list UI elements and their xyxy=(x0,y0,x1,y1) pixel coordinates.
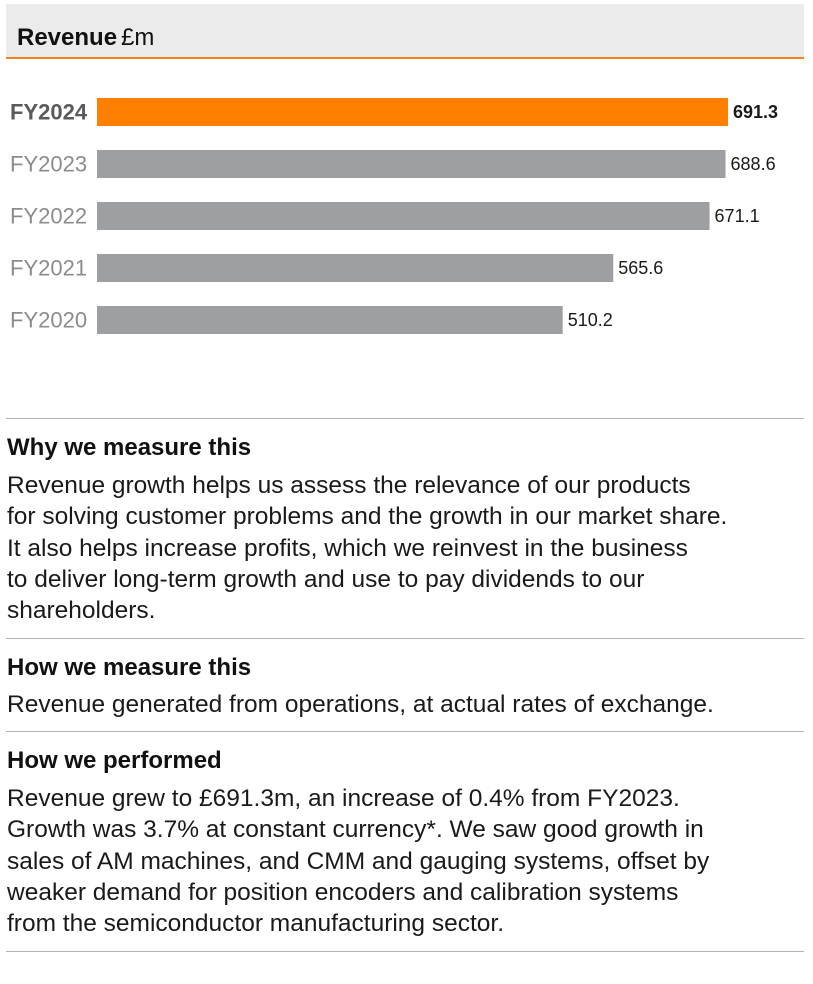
value-label: 565.6 xyxy=(618,258,663,278)
bar xyxy=(97,150,726,178)
divider xyxy=(6,731,804,732)
body-line: Revenue grew to £691.3m, an increase of … xyxy=(7,785,680,812)
value-label: 510.2 xyxy=(568,310,613,330)
chart-header: Revenue £m xyxy=(6,4,804,59)
category-label: FY2022 xyxy=(10,204,87,229)
divider xyxy=(6,638,804,639)
value-label: 691.3 xyxy=(733,102,778,122)
section-body-how-measure: Revenue generated from operations, at ac… xyxy=(7,689,802,720)
body-line: weaker demand for position encoders and … xyxy=(7,878,679,906)
section-body-why: Revenue growth helps us assess the relev… xyxy=(7,470,802,626)
category-label: FY2020 xyxy=(10,308,87,333)
body-line: It also helps increase profits, which we… xyxy=(7,534,688,562)
section-heading-why: Why we measure this xyxy=(7,434,252,461)
revenue-bar-chart: FY2024 691.3 FY2023 688.6 FY2022 671.1 FY2021 5… xyxy=(10,98,778,334)
divider xyxy=(6,951,804,952)
body-line: Revenue generated from operations, at ac… xyxy=(7,691,714,718)
body-line: Growth was 3.7% at constant currency*. W… xyxy=(7,816,704,844)
chart-title-text: Revenue xyxy=(17,24,118,51)
chart-title-unit: £m xyxy=(121,24,155,51)
bar xyxy=(97,202,710,230)
bar xyxy=(97,254,614,282)
divider xyxy=(6,418,804,419)
category-label: FY2021 xyxy=(10,256,87,281)
body-line: sales of AM machines, and CMM and gaugin… xyxy=(7,847,710,875)
category-label: FY2023 xyxy=(10,152,87,177)
category-label: FY2024 xyxy=(10,100,88,125)
body-line: for solving customer problems and the gr… xyxy=(7,503,728,531)
body-line: from the semiconductor manufacturing sec… xyxy=(7,910,505,938)
body-line: shareholders. xyxy=(7,597,156,625)
section-body-performed: Revenue grew to £691.3m, an increase of … xyxy=(7,783,802,939)
bar xyxy=(97,306,563,334)
section-heading-performed: How we performed xyxy=(7,747,222,774)
body-line: to deliver long-term growth and use to p… xyxy=(7,565,645,593)
bar xyxy=(97,98,728,126)
value-label: 671.1 xyxy=(715,206,760,226)
section-heading-how-measure: How we measure this xyxy=(7,654,252,681)
value-label: 688.6 xyxy=(731,154,776,174)
chart-title: Revenue £m xyxy=(17,24,154,52)
body-line: Revenue growth helps us assess the relev… xyxy=(7,472,691,499)
